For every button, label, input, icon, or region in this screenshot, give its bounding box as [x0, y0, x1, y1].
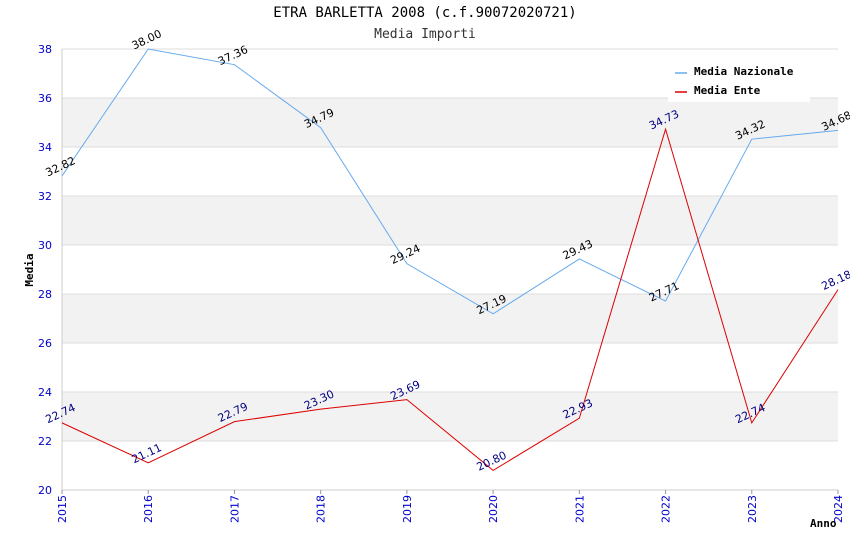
- data-label: 29.24: [388, 242, 422, 267]
- grid-band: [62, 98, 838, 147]
- x-tick-label: 2020: [487, 495, 500, 523]
- data-label: 32.82: [43, 154, 77, 179]
- x-axis-title: Anno: [810, 517, 837, 530]
- x-tick-label: 2022: [660, 495, 673, 523]
- chart-title: ETRA BARLETTA 2008 (c.f.90072020721): [273, 5, 577, 21]
- legend-background: [668, 60, 810, 102]
- y-tick-label: 28: [38, 288, 52, 301]
- x-tick-label: 2019: [401, 495, 414, 523]
- y-tick-label: 34: [38, 141, 52, 154]
- series-lines: [61, 48, 839, 472]
- chart-subtitle: Media Importi: [374, 27, 476, 42]
- grid-band: [62, 196, 838, 245]
- x-tick-label: 2021: [573, 495, 586, 523]
- grid-band: [62, 392, 838, 441]
- y-tick-label: 20: [38, 484, 52, 497]
- axes: [61, 49, 839, 494]
- y-axis-title: Media: [23, 253, 36, 286]
- y-tick-label: 30: [38, 239, 52, 252]
- y-tick-label: 24: [38, 386, 52, 399]
- grid-bands: [62, 98, 838, 441]
- y-tick-labels: 20 22 24 26 28 30 32 34 36 38: [38, 43, 52, 497]
- data-label: 20.80: [475, 449, 509, 474]
- y-tick-label: 32: [38, 190, 52, 203]
- y-tick-label: 36: [38, 92, 52, 105]
- y-tick-label: 38: [38, 43, 52, 56]
- x-tick-labels: 2015 2016 2017 2018 2019 2020 2021 2022 2023 2024: [56, 495, 845, 523]
- x-tick-label: 2015: [56, 495, 69, 523]
- legend: Media Nazionale Media Ente: [668, 60, 810, 102]
- x-tick-label: 2023: [746, 495, 759, 523]
- legend-label-nazionale: Media Nazionale: [694, 65, 794, 78]
- series-line-media-ente: [61, 127, 839, 472]
- series-line-media-nazionale: [61, 48, 839, 315]
- legend-label-ente: Media Ente: [694, 84, 761, 97]
- x-tick-label: 2024: [832, 495, 845, 523]
- y-tick-label: 22: [38, 435, 52, 448]
- data-label: 28.18: [819, 268, 850, 293]
- x-tick-label: 2016: [142, 495, 155, 523]
- grid-band: [62, 294, 838, 343]
- y-tick-label: 26: [38, 337, 52, 350]
- grid-lines: [62, 48, 838, 491]
- x-tick-label: 2017: [228, 495, 241, 523]
- x-tick-label: 2018: [315, 495, 328, 523]
